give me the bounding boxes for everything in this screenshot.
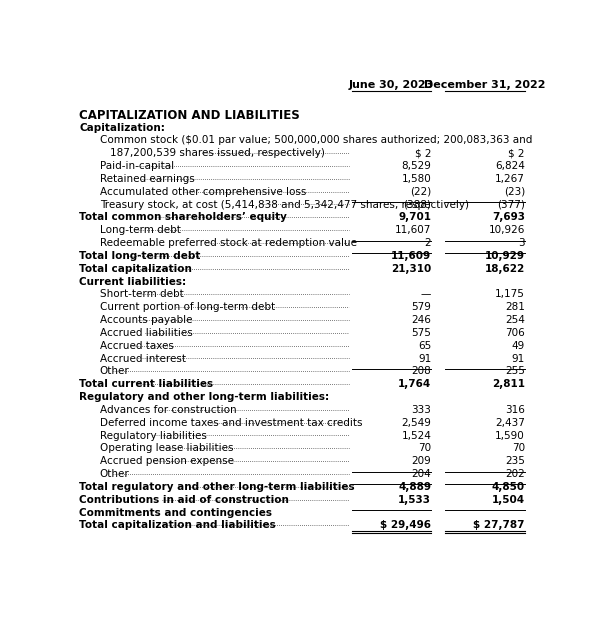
Text: 10,926: 10,926	[489, 225, 525, 235]
Text: Redeemable preferred stock at redemption value: Redeemable preferred stock at redemption…	[100, 238, 357, 248]
Text: 1,504: 1,504	[492, 494, 525, 505]
Text: 2,549: 2,549	[402, 418, 431, 428]
Text: —: —	[421, 289, 431, 299]
Text: 2,811: 2,811	[492, 379, 525, 389]
Text: 246: 246	[411, 315, 431, 325]
Text: 11,607: 11,607	[395, 225, 431, 235]
Text: (377): (377)	[497, 200, 525, 210]
Text: 1,267: 1,267	[495, 174, 525, 184]
Text: 333: 333	[411, 405, 431, 415]
Text: Total regulatory and other long-term liabilities: Total regulatory and other long-term lia…	[79, 482, 355, 492]
Text: 187,200,539 shares issued, respectively): 187,200,539 shares issued, respectively)	[110, 148, 325, 158]
Text: 18,622: 18,622	[484, 264, 525, 274]
Text: CAPITALIZATION AND LIABILITIES: CAPITALIZATION AND LIABILITIES	[79, 109, 300, 122]
Text: Total capitalization: Total capitalization	[79, 264, 192, 274]
Text: Accounts payable: Accounts payable	[100, 315, 192, 325]
Text: Current liabilities:: Current liabilities:	[79, 277, 187, 287]
Text: Long-term debt: Long-term debt	[100, 225, 181, 235]
Text: Regulatory and other long-term liabilities:: Regulatory and other long-term liabiliti…	[79, 392, 329, 402]
Text: 316: 316	[505, 405, 525, 415]
Text: Current portion of long-term debt: Current portion of long-term debt	[100, 302, 275, 312]
Text: Paid-in-capital: Paid-in-capital	[100, 161, 174, 171]
Text: Total common shareholders’ equity: Total common shareholders’ equity	[79, 212, 287, 223]
Text: 91: 91	[418, 353, 431, 364]
Text: 1,533: 1,533	[398, 494, 431, 505]
Text: Treasury stock, at cost (5,414,838 and 5,342,477 shares, respectively): Treasury stock, at cost (5,414,838 and 5…	[100, 200, 469, 210]
Text: Contributions in aid of construction: Contributions in aid of construction	[79, 494, 289, 505]
Text: Accrued taxes: Accrued taxes	[100, 341, 174, 351]
Text: Accrued interest: Accrued interest	[100, 353, 186, 364]
Text: 255: 255	[505, 366, 525, 376]
Text: Other: Other	[100, 366, 130, 376]
Text: Short-term debt: Short-term debt	[100, 289, 184, 299]
Text: 10,929: 10,929	[485, 251, 525, 261]
Text: 1,764: 1,764	[398, 379, 431, 389]
Text: 1,175: 1,175	[495, 289, 525, 299]
Text: Other: Other	[100, 469, 130, 479]
Text: 1,580: 1,580	[402, 174, 431, 184]
Text: Total current liabilities: Total current liabilities	[79, 379, 213, 389]
Text: $ 2: $ 2	[415, 148, 431, 158]
Text: 2,437: 2,437	[495, 418, 525, 428]
Text: 4,889: 4,889	[398, 482, 431, 492]
Text: Advances for construction: Advances for construction	[100, 405, 237, 415]
Text: Accrued pension expense: Accrued pension expense	[100, 457, 234, 466]
Text: Commitments and contingencies: Commitments and contingencies	[79, 508, 272, 518]
Text: 1,524: 1,524	[402, 430, 431, 440]
Text: 204: 204	[411, 469, 431, 479]
Text: 281: 281	[505, 302, 525, 312]
Text: 575: 575	[411, 328, 431, 338]
Text: 208: 208	[411, 366, 431, 376]
Text: $ 2: $ 2	[509, 148, 525, 158]
Text: 209: 209	[411, 457, 431, 466]
Text: Deferred income taxes and investment tax credits: Deferred income taxes and investment tax…	[100, 418, 362, 428]
Text: 202: 202	[505, 469, 525, 479]
Text: 4,850: 4,850	[492, 482, 525, 492]
Text: 1,590: 1,590	[495, 430, 525, 440]
Text: Regulatory liabilities: Regulatory liabilities	[100, 430, 207, 440]
Text: 8,529: 8,529	[402, 161, 431, 171]
Text: June 30, 2023: June 30, 2023	[349, 80, 434, 90]
Text: 2: 2	[425, 238, 431, 248]
Text: 235: 235	[505, 457, 525, 466]
Text: Accumulated other comprehensive loss: Accumulated other comprehensive loss	[100, 187, 306, 197]
Text: 11,609: 11,609	[391, 251, 431, 261]
Text: Accrued liabilities: Accrued liabilities	[100, 328, 193, 338]
Text: Operating lease liabilities: Operating lease liabilities	[100, 443, 233, 453]
Text: 254: 254	[505, 315, 525, 325]
Text: 3: 3	[518, 238, 525, 248]
Text: $ 27,787: $ 27,787	[474, 521, 525, 531]
Text: Common stock ($0.01 par value; 500,000,000 shares authorized; 200,083,363 and: Common stock ($0.01 par value; 500,000,0…	[100, 136, 532, 146]
Text: (22): (22)	[410, 187, 431, 197]
Text: 6,824: 6,824	[495, 161, 525, 171]
Text: Total capitalization and liabilities: Total capitalization and liabilities	[79, 521, 276, 531]
Text: (23): (23)	[504, 187, 525, 197]
Text: Capitalization:: Capitalization:	[79, 123, 165, 132]
Text: 65: 65	[418, 341, 431, 351]
Text: 91: 91	[512, 353, 525, 364]
Text: Total long-term debt: Total long-term debt	[79, 251, 201, 261]
Text: Retained earnings: Retained earnings	[100, 174, 194, 184]
Text: 49: 49	[512, 341, 525, 351]
Text: December 31, 2022: December 31, 2022	[425, 80, 546, 90]
Text: 579: 579	[411, 302, 431, 312]
Text: 70: 70	[512, 443, 525, 453]
Text: 9,701: 9,701	[398, 212, 431, 223]
Text: 70: 70	[418, 443, 431, 453]
Text: (388): (388)	[403, 200, 431, 210]
Text: 21,310: 21,310	[391, 264, 431, 274]
Text: 7,693: 7,693	[492, 212, 525, 223]
Text: 706: 706	[505, 328, 525, 338]
Text: $ 29,496: $ 29,496	[381, 521, 431, 531]
